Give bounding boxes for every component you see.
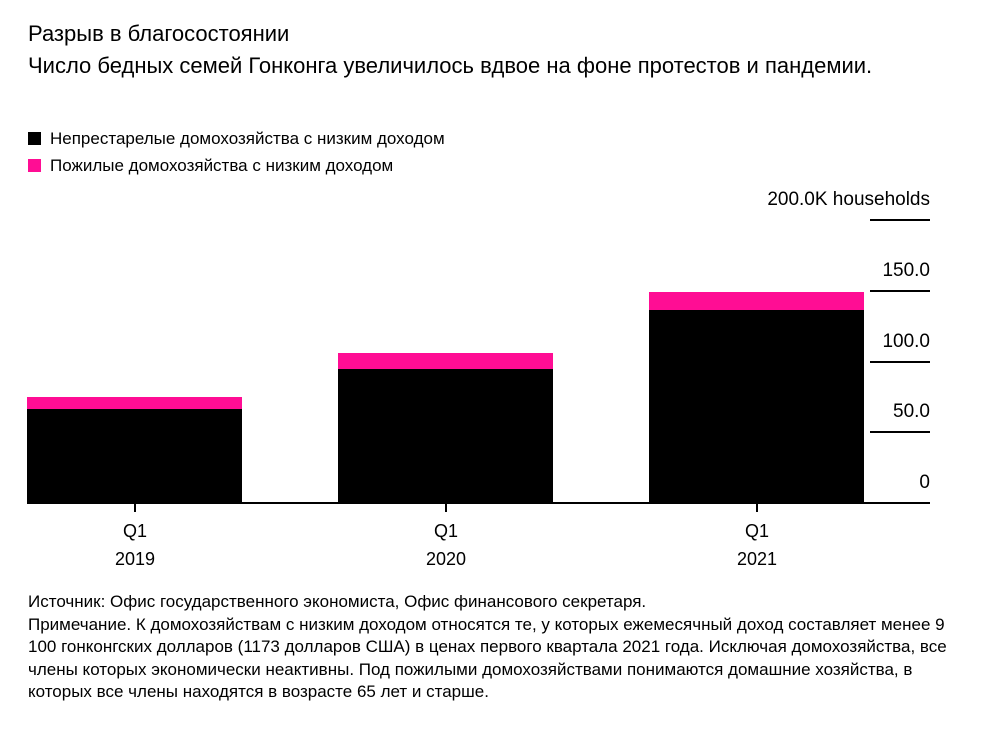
bar-2020-non-elderly — [338, 369, 553, 502]
x-tick-year-label-2021: 2021 — [736, 549, 778, 569]
legend-label-elderly: Пожилые домохозяйства с низким доходом — [50, 155, 394, 175]
y-tick-label-0: 0 — [919, 472, 930, 493]
y-tick-line-200 — [870, 219, 930, 221]
legend-swatch-non-elderly — [28, 132, 41, 145]
source-note: Источник: Офис государственного экономис… — [28, 592, 647, 611]
x-tick-quarter-label-2021: Q1 — [744, 521, 769, 541]
y-tick-line-50 — [870, 431, 930, 433]
bar-2019-non-elderly — [27, 409, 242, 502]
legend-label-non-elderly: Непрестарелые домохозяйства с низким дох… — [50, 128, 445, 148]
legend: Непрестарелые домохозяйства с низким дох… — [28, 125, 445, 179]
y-tick-line-150 — [870, 290, 930, 292]
x-tick-year-label-2020: 2020 — [425, 549, 467, 569]
legend-item-elderly: Пожилые домохозяйства с низким доходом — [28, 152, 445, 179]
x-tick-quarter-label-2020: Q1 — [433, 521, 458, 541]
methodology-note: Примечание. К домохозяйствам с низким до… — [28, 614, 947, 702]
legend-item-non-elderly: Непрестарелые домохозяйства с низким дох… — [28, 125, 445, 152]
chart-title: Разрыв в благосостоянии — [28, 21, 290, 46]
x-axis-line — [27, 502, 930, 504]
bar-2020-elderly — [338, 353, 553, 369]
x-tick-mark-2019 — [134, 504, 136, 512]
chart-header: Разрыв в благосостоянии Число бедных сем… — [28, 18, 958, 81]
y-tick-label-100: 100.0 — [882, 331, 930, 352]
bar-2019-elderly — [27, 397, 242, 409]
bar-2021-non-elderly — [649, 310, 864, 502]
y-axis-unit-label: 200.0K households — [767, 189, 930, 210]
footer: Источник: Офис государственного экономис… — [28, 591, 953, 704]
x-tick-quarter-label-2019: Q1 — [122, 521, 147, 541]
x-tick-mark-2021 — [756, 504, 758, 512]
bar-2021-elderly — [649, 292, 864, 310]
x-tick-mark-2020 — [445, 504, 447, 512]
chart-subtitle: Число бедных семей Гонконга увеличилось … — [28, 53, 873, 78]
y-tick-label-150: 150.0 — [882, 260, 930, 281]
legend-swatch-elderly — [28, 159, 41, 172]
y-tick-label-50: 50.0 — [893, 401, 930, 422]
x-tick-year-label-2019: 2019 — [114, 549, 156, 569]
y-tick-line-100 — [870, 361, 930, 363]
